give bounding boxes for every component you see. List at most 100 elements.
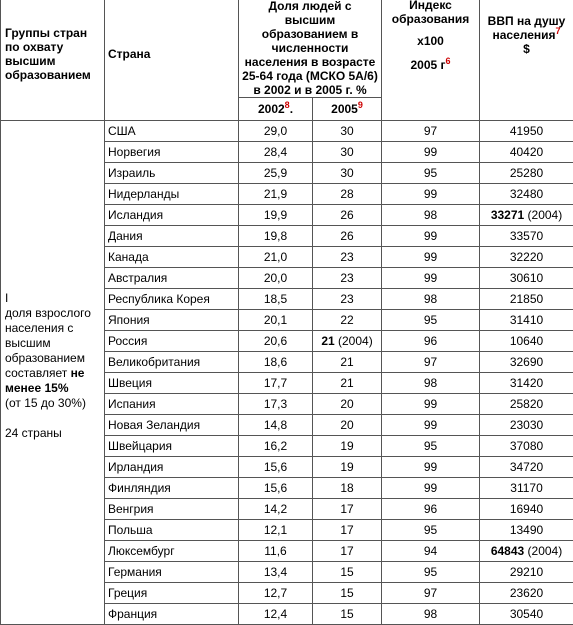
country-cell: Дания	[105, 226, 239, 247]
country-cell: Греция	[105, 583, 239, 604]
share-2005-cell: 23	[313, 247, 382, 268]
header-gdp-footnote: 7	[556, 26, 561, 36]
country-cell: Польша	[105, 520, 239, 541]
share-2005-cell: 30	[313, 163, 382, 184]
country-cell: Люксембург	[105, 541, 239, 562]
country-cell: Япония	[105, 310, 239, 331]
index-cell: 95	[382, 310, 480, 331]
country-cell: Швейцария	[105, 436, 239, 457]
gdp-cell: 40420	[480, 142, 573, 163]
index-cell: 96	[382, 499, 480, 520]
gdp-cell: 31410	[480, 310, 573, 331]
country-cell: Исландия	[105, 205, 239, 226]
gdp-cell: 23030	[480, 415, 573, 436]
header-year-2005: 20059	[313, 98, 382, 121]
share-2002-cell: 20,0	[239, 268, 313, 289]
index-cell: 98	[382, 373, 480, 394]
share-2005-cell: 23	[313, 268, 382, 289]
share-2005-cell: 18	[313, 478, 382, 499]
share-2002-cell: 29,0	[239, 121, 313, 142]
share-2002-cell: 17,3	[239, 394, 313, 415]
share-2005-cell: 21	[313, 373, 382, 394]
share-2005-cell: 26	[313, 226, 382, 247]
gdp-value: 33271	[491, 208, 524, 222]
gdp-cell: 29210	[480, 562, 573, 583]
gdp-cell: 31420	[480, 373, 573, 394]
group-range: (от 15 до 30%)	[5, 396, 100, 411]
share-2002-cell: 20,1	[239, 310, 313, 331]
country-cell: Швеция	[105, 373, 239, 394]
share-2005-cell: 30	[313, 121, 382, 142]
index-cell: 94	[382, 541, 480, 562]
gdp-cell: 64843 (2004)	[480, 541, 573, 562]
header-index-title: Индекс образования	[392, 0, 469, 26]
header-year-2005-footnote: 9	[358, 100, 363, 110]
share-2002-cell: 19,9	[239, 205, 313, 226]
group-numeral: I	[5, 291, 100, 306]
header-year-2002-suffix: .	[290, 102, 293, 116]
share-2005-cell: 20	[313, 394, 382, 415]
share-2005-cell: 17	[313, 520, 382, 541]
index-cell: 96	[382, 331, 480, 352]
index-cell: 95	[382, 163, 480, 184]
gdp-cell: 16940	[480, 499, 573, 520]
header-country: Страна	[105, 0, 239, 121]
index-cell: 98	[382, 289, 480, 310]
country-cell: Германия	[105, 562, 239, 583]
country-cell: Ирландия	[105, 457, 239, 478]
country-cell: Великобритания	[105, 352, 239, 373]
header-index-footnote: 6	[446, 56, 451, 66]
share-2002-cell: 12,1	[239, 520, 313, 541]
header-year-2002: 20028.	[239, 98, 313, 121]
country-cell: Финляндия	[105, 478, 239, 499]
share-2005-cell: 19	[313, 457, 382, 478]
share-2002-cell: 14,8	[239, 415, 313, 436]
country-cell: Республика Корея	[105, 289, 239, 310]
gdp-cell: 30540	[480, 604, 573, 625]
index-cell: 99	[382, 457, 480, 478]
country-cell: Австралия	[105, 268, 239, 289]
index-cell: 99	[382, 478, 480, 499]
country-cell: Израиль	[105, 163, 239, 184]
gdp-cell: 25280	[480, 163, 573, 184]
share-2002-cell: 12,4	[239, 604, 313, 625]
gdp-cell: 31170	[480, 478, 573, 499]
share-2005-cell: 26	[313, 205, 382, 226]
header-share: Доля людей с высшим образованием в числе…	[239, 0, 382, 98]
gdp-cell: 33271 (2004)	[480, 205, 573, 226]
header-group: Группы стран по охвату высшим образовани…	[1, 0, 105, 121]
share-2005-cell: 21 (2004)	[313, 331, 382, 352]
index-cell: 97	[382, 583, 480, 604]
header-year-2002-text: 2002	[258, 102, 285, 116]
share-2005-cell: 22	[313, 310, 382, 331]
country-cell: Франция	[105, 604, 239, 625]
country-cell: Россия	[105, 331, 239, 352]
share-2005-cell: 28	[313, 184, 382, 205]
index-cell: 95	[382, 520, 480, 541]
header-index-mult: х100	[385, 34, 476, 48]
gdp-cell: 37080	[480, 436, 573, 457]
gdp-note: (2004)	[528, 544, 563, 558]
share-2002-cell: 18,6	[239, 352, 313, 373]
share-2005-cell: 20	[313, 415, 382, 436]
header-index-year-wrap: 2005 г6	[385, 58, 476, 72]
country-cell: Венгрия	[105, 499, 239, 520]
share-2005-cell: 17	[313, 499, 382, 520]
share-2005-value: 21	[321, 334, 334, 348]
share-2002-cell: 28,4	[239, 142, 313, 163]
table-row: I доля взрослого населения с высшим обра…	[1, 121, 573, 142]
gdp-cell: 32220	[480, 247, 573, 268]
share-2002-cell: 11,6	[239, 541, 313, 562]
gdp-cell: 10640	[480, 331, 573, 352]
share-2002-cell: 16,2	[239, 436, 313, 457]
gdp-value: 64843	[491, 544, 524, 558]
country-cell: Канада	[105, 247, 239, 268]
gdp-cell: 23620	[480, 583, 573, 604]
group-gap	[5, 411, 100, 426]
country-cell: Норвегия	[105, 142, 239, 163]
share-2005-cell: 15	[313, 583, 382, 604]
gdp-cell: 25820	[480, 394, 573, 415]
header-index: Индекс образования х100 2005 г6	[382, 0, 480, 121]
